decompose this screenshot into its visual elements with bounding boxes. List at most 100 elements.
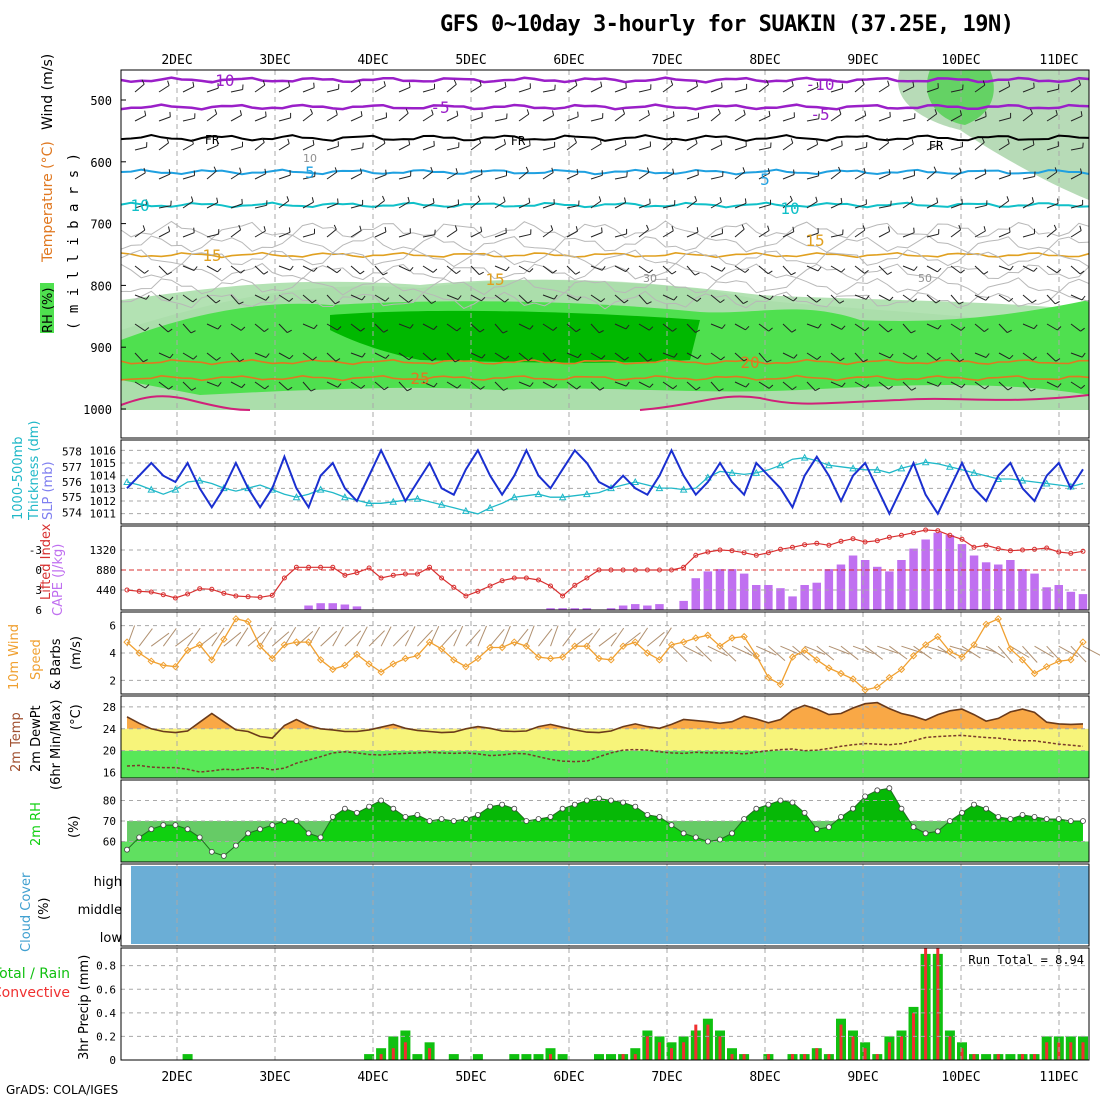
wind-barb (494, 381, 504, 391)
wind-barb-flag (865, 384, 870, 389)
wind-barb (302, 233, 315, 238)
cloud-label-a: Cloud Cover (19, 872, 34, 952)
thickness-marker (534, 490, 543, 498)
wind-barb (302, 323, 315, 330)
wind-barb-flag (504, 298, 509, 303)
wind-barb (734, 323, 746, 331)
wind-barb (1070, 230, 1082, 238)
wind-barb (350, 352, 363, 358)
thickness-marker (776, 461, 785, 469)
rh2m-marker (947, 818, 953, 824)
wind-barb (518, 233, 531, 238)
wind-barb (518, 87, 531, 93)
wind-barb-flag (142, 225, 146, 231)
wind-barb (926, 265, 938, 273)
wind10-barb (356, 626, 368, 647)
wind-barb (494, 323, 504, 334)
thickness-tick: 574 (62, 506, 82, 519)
wind-barb (398, 294, 409, 303)
thickness-marker (292, 493, 301, 501)
cape-bar (945, 535, 955, 610)
wind-barb (638, 294, 648, 305)
wind-barb (1046, 323, 1058, 331)
wind-barb (158, 230, 170, 238)
wind-barb-flag (433, 382, 438, 388)
date-label-bottom: 2DEC (161, 1070, 192, 1085)
date-label-top: 4DEC (357, 53, 388, 68)
wind-barb (998, 85, 1010, 93)
wind-barb (806, 294, 817, 303)
rh-axis-label: RH (%) (41, 288, 56, 333)
wind-barb (422, 381, 435, 388)
wind-barb (614, 201, 626, 209)
wind-barb-flag (431, 300, 437, 304)
wind-barb (518, 381, 531, 387)
wind-barb-flag (720, 299, 725, 304)
wind10-marker (994, 615, 1002, 623)
wind-barb (542, 114, 554, 122)
wind-barb (206, 144, 219, 151)
wind-barb-flag (480, 226, 483, 232)
precip-label-a: Total / Rain (0, 966, 70, 982)
wind10-barb (162, 628, 177, 647)
wind10-barb (671, 645, 688, 663)
wind10-tick: 4 (109, 647, 116, 660)
wind-barb-flag (983, 271, 989, 275)
cape-bar (582, 608, 592, 610)
wind-barb (950, 294, 960, 305)
wind-barb (854, 146, 867, 151)
li-marker (790, 544, 795, 550)
wind-barb (758, 265, 769, 275)
wind-barb-flag (766, 359, 772, 363)
wind-barb (998, 352, 1010, 360)
wind-barb-flag (577, 296, 582, 301)
wind-barb-flag (289, 265, 294, 271)
wind-barb-flag (431, 357, 437, 362)
wind-barb (926, 294, 937, 304)
wind-barb (590, 381, 601, 391)
wind10-barb (453, 625, 464, 647)
wind-barb-flag (1009, 354, 1014, 360)
cape-bar (643, 605, 652, 610)
wind-barb (182, 117, 195, 122)
wind-barb-flag (360, 384, 366, 389)
wind-barb (638, 203, 651, 209)
slp-tick: 1013 (90, 482, 117, 495)
isotherm-label: 5 (305, 163, 315, 182)
temp-green-band (121, 750, 1089, 778)
wind10-marker (909, 652, 918, 660)
wind-barb (422, 323, 434, 331)
wind-barb-flag (601, 355, 606, 360)
li-marker (620, 567, 626, 573)
wind-barb-flag (359, 225, 362, 231)
wind-barb (638, 114, 650, 122)
precip-conv-bar (887, 1042, 891, 1060)
wind10-marker (450, 656, 458, 664)
wind-barb-flag (622, 108, 626, 114)
wind-barb-flag (623, 299, 629, 304)
wind-barb (374, 174, 387, 180)
wind-barb (398, 144, 410, 151)
rh2m-marker (366, 803, 373, 810)
wind-barb-flag (333, 224, 337, 230)
wind-barb (1070, 147, 1083, 151)
wind-barb-flag (789, 195, 793, 201)
wind-barb (518, 323, 531, 330)
wind-axis-label: Wind (m/s) (40, 54, 56, 130)
wind-barb (782, 323, 793, 333)
cape-bar (909, 548, 918, 610)
dewpoint-line (126, 734, 1084, 773)
wind10-marker (498, 643, 506, 652)
wind-barb (566, 352, 579, 359)
wind-barb-flag (1054, 301, 1060, 305)
precip-conv-bar (766, 1054, 770, 1060)
thickness-label-b: Thickness (dm) (27, 421, 42, 521)
wind10-marker (546, 654, 555, 663)
wind10-barb (1022, 645, 1038, 663)
wind-barb (542, 323, 554, 331)
li-marker (318, 564, 324, 570)
wind-barb (902, 323, 912, 334)
wind10-barb (296, 631, 314, 647)
wind10-barb (175, 632, 194, 647)
wind-barb-flag (913, 266, 918, 271)
